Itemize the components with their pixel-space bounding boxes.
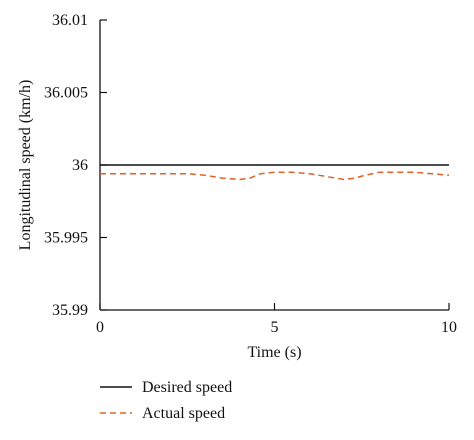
legend: Desired speed Actual speed <box>100 379 232 422</box>
legend-label: Actual speed <box>142 405 225 422</box>
legend-label: Desired speed <box>142 379 232 396</box>
series-line-actual-speed <box>100 171 450 181</box>
x-tick-label: 10 <box>441 319 457 336</box>
y-tick-label: 36 <box>72 157 88 174</box>
x-axis-title: Time (s) <box>247 344 301 361</box>
x-tick-label: 0 <box>96 319 104 336</box>
y-axis-ticks: 35.99 35.995 36 36.005 36.01 <box>44 12 107 319</box>
y-axis-title: Longitudinal speed (km/h) <box>17 80 34 251</box>
x-tick-label: 5 <box>271 319 279 336</box>
plot-area <box>99 20 450 311</box>
y-tick-label: 35.995 <box>44 230 88 247</box>
y-tick-label: 35.99 <box>52 302 88 319</box>
x-axis-ticks: 0 5 10 <box>96 303 457 336</box>
y-tick-label: 36.01 <box>52 12 88 29</box>
y-tick-label: 36.005 <box>44 85 88 102</box>
